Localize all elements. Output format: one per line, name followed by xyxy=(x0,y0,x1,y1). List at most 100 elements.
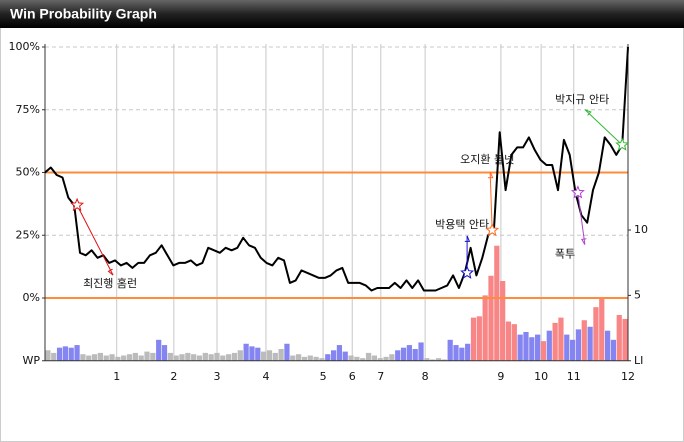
li-bar xyxy=(51,352,57,361)
arrow-head xyxy=(464,235,471,242)
li-bar xyxy=(243,343,249,361)
li-bar xyxy=(196,355,203,361)
li-bar xyxy=(214,352,220,361)
li-bar xyxy=(505,321,512,361)
annotation-star xyxy=(615,137,630,151)
li-bar xyxy=(295,354,302,361)
li-bar xyxy=(91,354,98,361)
li-bar xyxy=(330,350,337,361)
li-bar xyxy=(220,355,226,361)
annotation-label: 폭투 xyxy=(555,248,575,261)
li-bar xyxy=(86,355,92,361)
li-bar xyxy=(500,281,506,361)
x-tick-label: 6 xyxy=(349,370,356,383)
annotation-star xyxy=(570,185,585,199)
wp-line xyxy=(44,46,629,292)
y2-tick-label: 10 xyxy=(634,223,648,236)
li-bar xyxy=(261,351,267,361)
li-bar xyxy=(161,345,168,361)
li-bar xyxy=(348,355,354,361)
y-tick-label: 100% xyxy=(9,40,40,53)
annotation-star xyxy=(485,222,500,237)
arrow-head xyxy=(580,238,587,245)
li-bar xyxy=(412,348,418,361)
li-bar xyxy=(470,317,477,361)
y-tick-label: 75% xyxy=(16,103,40,116)
li-bar xyxy=(616,314,622,361)
li-bar xyxy=(56,347,63,361)
li-bar xyxy=(319,358,325,361)
li-bar xyxy=(360,358,366,361)
li-bar xyxy=(377,358,383,361)
x-tick-label: 3 xyxy=(213,370,220,383)
li-bar xyxy=(488,275,494,361)
li-bar xyxy=(156,339,162,361)
arrow-head xyxy=(487,171,494,179)
li-bar xyxy=(365,352,372,361)
li-bar xyxy=(150,352,156,361)
li-bar xyxy=(535,334,541,361)
li-bar xyxy=(109,354,115,361)
li-bar xyxy=(540,341,547,361)
li-bar xyxy=(191,354,197,361)
li-bar xyxy=(342,351,348,361)
li-bar xyxy=(610,339,617,361)
li-bar xyxy=(278,348,284,361)
li-bar xyxy=(144,351,150,361)
li-bar xyxy=(424,358,430,361)
li-bar xyxy=(546,330,552,361)
annotation-star xyxy=(460,265,475,279)
x-tick-label: 4 xyxy=(262,370,269,383)
li-bar xyxy=(185,352,191,361)
li-bar xyxy=(400,347,407,361)
x-tick-label: 7 xyxy=(377,370,384,383)
x-tick-label: 8 xyxy=(422,370,429,383)
x-tick-label: 11 xyxy=(567,370,581,383)
li-bar xyxy=(266,350,273,361)
li-bar xyxy=(284,343,290,361)
li-bar xyxy=(476,316,482,361)
li-bar xyxy=(389,354,395,361)
li-bar xyxy=(570,339,576,361)
li-bar xyxy=(179,354,185,361)
annotation-arrow xyxy=(577,192,586,245)
x-tick-label: 1 xyxy=(113,370,120,383)
li-bar xyxy=(249,346,255,361)
li-bar xyxy=(604,330,611,361)
li-bar xyxy=(97,352,103,361)
li-bar xyxy=(529,337,535,361)
li-bar xyxy=(301,356,308,361)
li-bar xyxy=(208,354,214,361)
li-bar xyxy=(517,334,523,361)
li-bar xyxy=(226,354,232,361)
li-bar xyxy=(115,356,121,361)
li-bar xyxy=(325,354,331,361)
x-tick-label: 2 xyxy=(170,370,177,383)
x-tick-label: 5 xyxy=(320,370,327,383)
li-bar xyxy=(383,356,389,361)
li-bar xyxy=(523,331,529,361)
li-bar xyxy=(564,334,570,361)
li-bar xyxy=(354,356,360,361)
li-bar xyxy=(173,355,179,361)
li-bar xyxy=(272,352,278,361)
li-bar xyxy=(465,343,471,361)
title-bar xyxy=(0,0,684,28)
li-bar xyxy=(395,350,401,361)
li-bar xyxy=(237,350,243,361)
annotation-arrow xyxy=(489,172,493,231)
li-bar xyxy=(447,339,453,361)
li-bar xyxy=(80,354,86,361)
y-tick-label: WP xyxy=(22,354,40,367)
li-bar xyxy=(459,347,465,361)
y-tick-label: 25% xyxy=(16,228,40,241)
li-bar xyxy=(511,324,517,361)
arrow-head xyxy=(107,268,114,276)
y2-tick-label: 5 xyxy=(634,288,641,301)
li-bar xyxy=(290,355,296,361)
x-tick-label: 12 xyxy=(621,370,635,383)
li-bar xyxy=(558,317,564,361)
li-bar xyxy=(441,359,447,361)
y2-tick-label: LI xyxy=(634,354,643,367)
